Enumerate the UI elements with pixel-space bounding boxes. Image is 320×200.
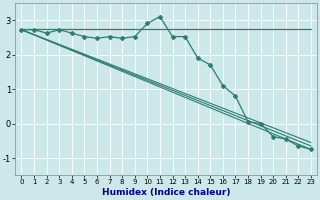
X-axis label: Humidex (Indice chaleur): Humidex (Indice chaleur) <box>102 188 230 197</box>
